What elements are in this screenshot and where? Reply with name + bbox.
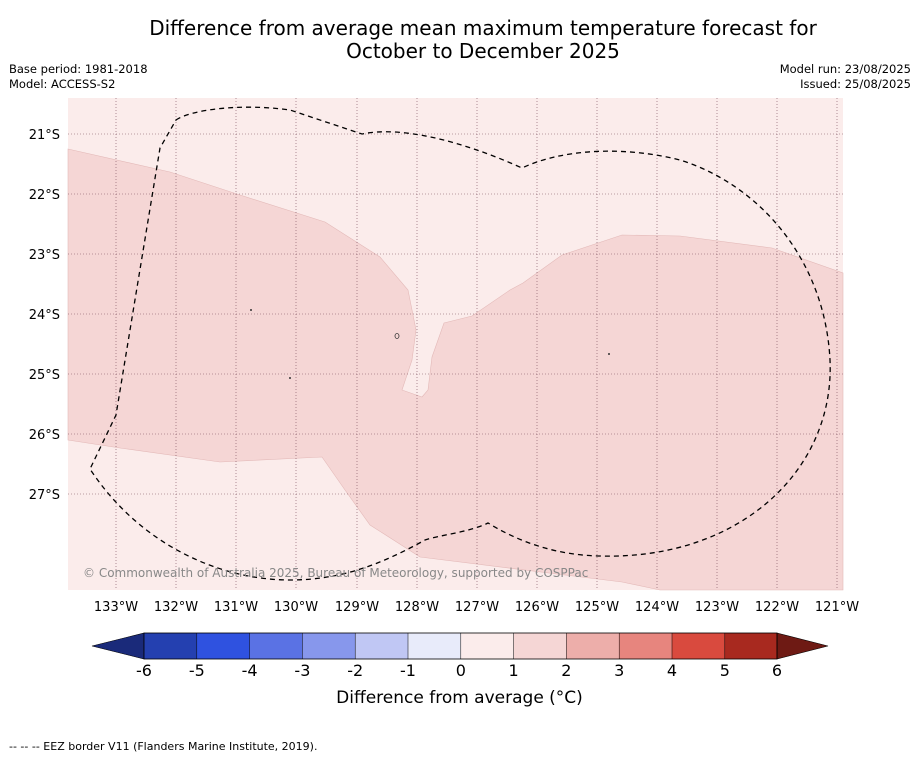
colorbar-segment xyxy=(672,633,725,659)
lon-label: 133°W xyxy=(94,600,138,615)
lon-label: 132°W xyxy=(154,600,198,615)
lat-label: 21°S xyxy=(29,128,60,143)
base-period: Base period: 1981-2018 xyxy=(9,62,148,76)
colorbar-segment xyxy=(249,633,303,659)
colorbar-tick: 2 xyxy=(561,661,571,680)
colorbar-tick: 6 xyxy=(772,661,782,680)
colorbar-label: Difference from average (°C) xyxy=(336,688,583,708)
colorbar-segment xyxy=(619,633,672,659)
lon-label: 124°W xyxy=(635,600,679,615)
colorbar-tick: 0 xyxy=(456,661,466,680)
gridlines xyxy=(68,98,843,590)
island-marker xyxy=(608,353,610,355)
colorbar-dividers xyxy=(196,633,726,659)
colorbar-segment xyxy=(355,633,408,659)
lon-label: 131°W xyxy=(214,600,258,615)
colorbar-segment xyxy=(408,633,461,659)
lat-label: 23°S xyxy=(29,248,60,263)
band-1-2-region xyxy=(67,148,844,591)
colorbar-tick: 3 xyxy=(614,661,624,680)
colorbar-tick: 5 xyxy=(720,661,730,680)
meta-left: Base period: 1981-2018 Model: ACCESS-S2 xyxy=(9,62,148,92)
eez-legend-note: -- -- -- EEZ border V11 (Flanders Marine… xyxy=(9,740,318,753)
lat-label: 27°S xyxy=(29,488,60,503)
colorbar-tick: -3 xyxy=(294,661,310,680)
colorbar-segment xyxy=(513,633,567,659)
copyright-notice: © Commonwealth of Australia 2025, Bureau… xyxy=(83,566,588,580)
lon-label: 129°W xyxy=(335,600,379,615)
map-title: Difference from average mean maximum tem… xyxy=(0,17,919,63)
colorbar xyxy=(91,632,829,660)
colorbar-frame xyxy=(143,632,778,660)
colorbar-tick: -1 xyxy=(400,661,416,680)
lat-label: 22°S xyxy=(29,188,60,203)
lon-label: 127°W xyxy=(455,600,499,615)
lat-label: 25°S xyxy=(29,368,60,383)
lat-label: 24°S xyxy=(29,308,60,323)
colorbar-segment xyxy=(460,633,514,659)
island-marker xyxy=(250,309,252,311)
colorbar-tick: -5 xyxy=(189,661,205,680)
lon-label: 121°W xyxy=(815,600,859,615)
colorbar-segment xyxy=(196,633,250,659)
lat-label: 26°S xyxy=(29,428,60,443)
colorbar-segment xyxy=(566,633,620,659)
lon-label: 128°W xyxy=(395,600,439,615)
colorbar-segment xyxy=(144,633,197,659)
model-name: Model: ACCESS-S2 xyxy=(9,77,116,91)
model-run: Model run: 23/08/2025 xyxy=(779,62,911,76)
island-marker xyxy=(289,377,291,379)
lon-label: 130°W xyxy=(274,600,318,615)
colorbar-high-extension xyxy=(776,632,829,660)
lon-label: 125°W xyxy=(575,600,619,615)
issued-date: Issued: 25/08/2025 xyxy=(800,77,911,91)
meta-right: Model run: 23/08/2025 Issued: 25/08/2025 xyxy=(780,62,911,92)
island-marker xyxy=(394,333,400,339)
title-line-2: October to December 2025 xyxy=(346,39,620,63)
lon-label: 122°W xyxy=(755,600,799,615)
colorbar-segment xyxy=(724,633,777,659)
colorbar-low-extension xyxy=(91,632,145,660)
colorbar-tick: 4 xyxy=(667,661,677,680)
colorbar-segment xyxy=(302,633,356,659)
title-line-1: Difference from average mean maximum tem… xyxy=(149,16,817,40)
colorbar-tick: 1 xyxy=(509,661,519,680)
eez-border xyxy=(89,106,831,581)
colorbar-tick: -2 xyxy=(347,661,363,680)
colorbar-tick: -6 xyxy=(136,661,152,680)
colorbar-tick: -4 xyxy=(242,661,258,680)
lon-label: 123°W xyxy=(695,600,739,615)
lon-label: 126°W xyxy=(515,600,559,615)
